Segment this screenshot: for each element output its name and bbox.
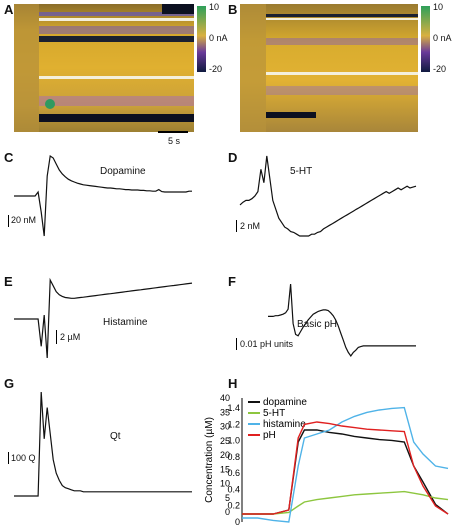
tick-label-left: 15 [220,464,230,474]
panel-label-c: C [4,150,14,165]
panel-label-f: F [228,274,236,289]
panel-label-a: A [4,2,14,17]
trace-title-g: Qt [110,431,121,442]
legend-label: pH [263,430,276,441]
scale-label-g: 100 Q [11,453,36,463]
tick-label-right: 0 [235,517,240,527]
panel-label-b: B [228,2,238,17]
legend-label: histamine [263,419,306,430]
scale-bar-d [236,220,237,232]
time-scale-label: 5 s [168,136,181,146]
colorbar-b [421,6,430,72]
colorbar-a [197,6,206,72]
tick-label-right: 0.6 [227,468,240,478]
scale-label-d: 2 nM [240,221,261,231]
heatmap-b [240,4,418,132]
trace-line-3 [268,283,416,358]
scale-bar-g [8,452,9,464]
tick-label-right: 0.4 [227,484,240,494]
scale-label-c: 20 nM [11,215,37,225]
series-line-histamine [242,406,449,523]
colorbar-b-mid: 0 nA [433,33,452,43]
tick-label-left: 40 [220,393,230,403]
colorbar-a-bottom: -20 [209,64,223,74]
trace-title-d: 5-HT [290,166,313,177]
panel-label-g: G [4,376,15,391]
tick-label-right: 0.2 [227,501,240,511]
series-line-pH [242,421,449,515]
tick-label-left: 35 [220,407,230,417]
trace-dopamine [14,154,192,237]
colorbar-b-bottom: -20 [433,64,447,74]
trace-line-0 [14,154,192,237]
trace-title-e: Histamine [103,317,148,328]
series-line-5-HT [242,490,449,515]
concentration-chart: Concentration (µM) 40 35 30 25 20 15 10 5 0 1.4 1.2… [204,393,449,527]
panel-label-h: H [228,376,238,391]
time-scale-bar [158,131,188,133]
trace-histamine [14,277,193,359]
y-axis-label: Concentration (µM) [204,417,215,503]
legend-label: 5-HT [263,408,285,419]
colorbar-a-mid: 0 nA [209,33,228,43]
colorbar-b-top: 10 [433,2,444,12]
trace-5ht [239,155,417,237]
trace-basic-ph [268,283,416,358]
trace-line-1 [239,155,417,237]
colorbar-a-top: 10 [209,2,220,12]
panel-label-e: E [4,274,13,289]
scale-bar-c [8,215,9,227]
heatmap-a [14,4,194,132]
tick-label-right: 1.0 [227,436,240,446]
trace-title-c: Dopamine [100,166,146,177]
scale-label-f: 0.01 pH units [240,339,294,349]
tick-label-left: 0 [225,507,230,517]
legend-label: dopamine [263,397,307,408]
trace-qt [14,391,192,497]
tick-label-left: 25 [220,436,230,446]
tick-label-left: 20 [220,450,230,460]
trace-line-2 [14,277,193,359]
tick-label-right: 0.8 [227,452,240,462]
tick-label-right: 1.2 [227,419,240,429]
panel-label-d: D [228,150,238,165]
tick-label-left: 10 [220,479,230,489]
scale-label-e: 2 µM [60,332,81,342]
tick-label-left: 5 [225,493,230,503]
scale-bar-e [56,330,57,344]
tick-label-right: 1.4 [227,403,240,413]
trace-line-4 [14,391,192,497]
tick-label-left: 30 [220,422,230,432]
scale-bar-f [236,338,237,350]
trace-title-f: Basic pH [297,319,338,330]
